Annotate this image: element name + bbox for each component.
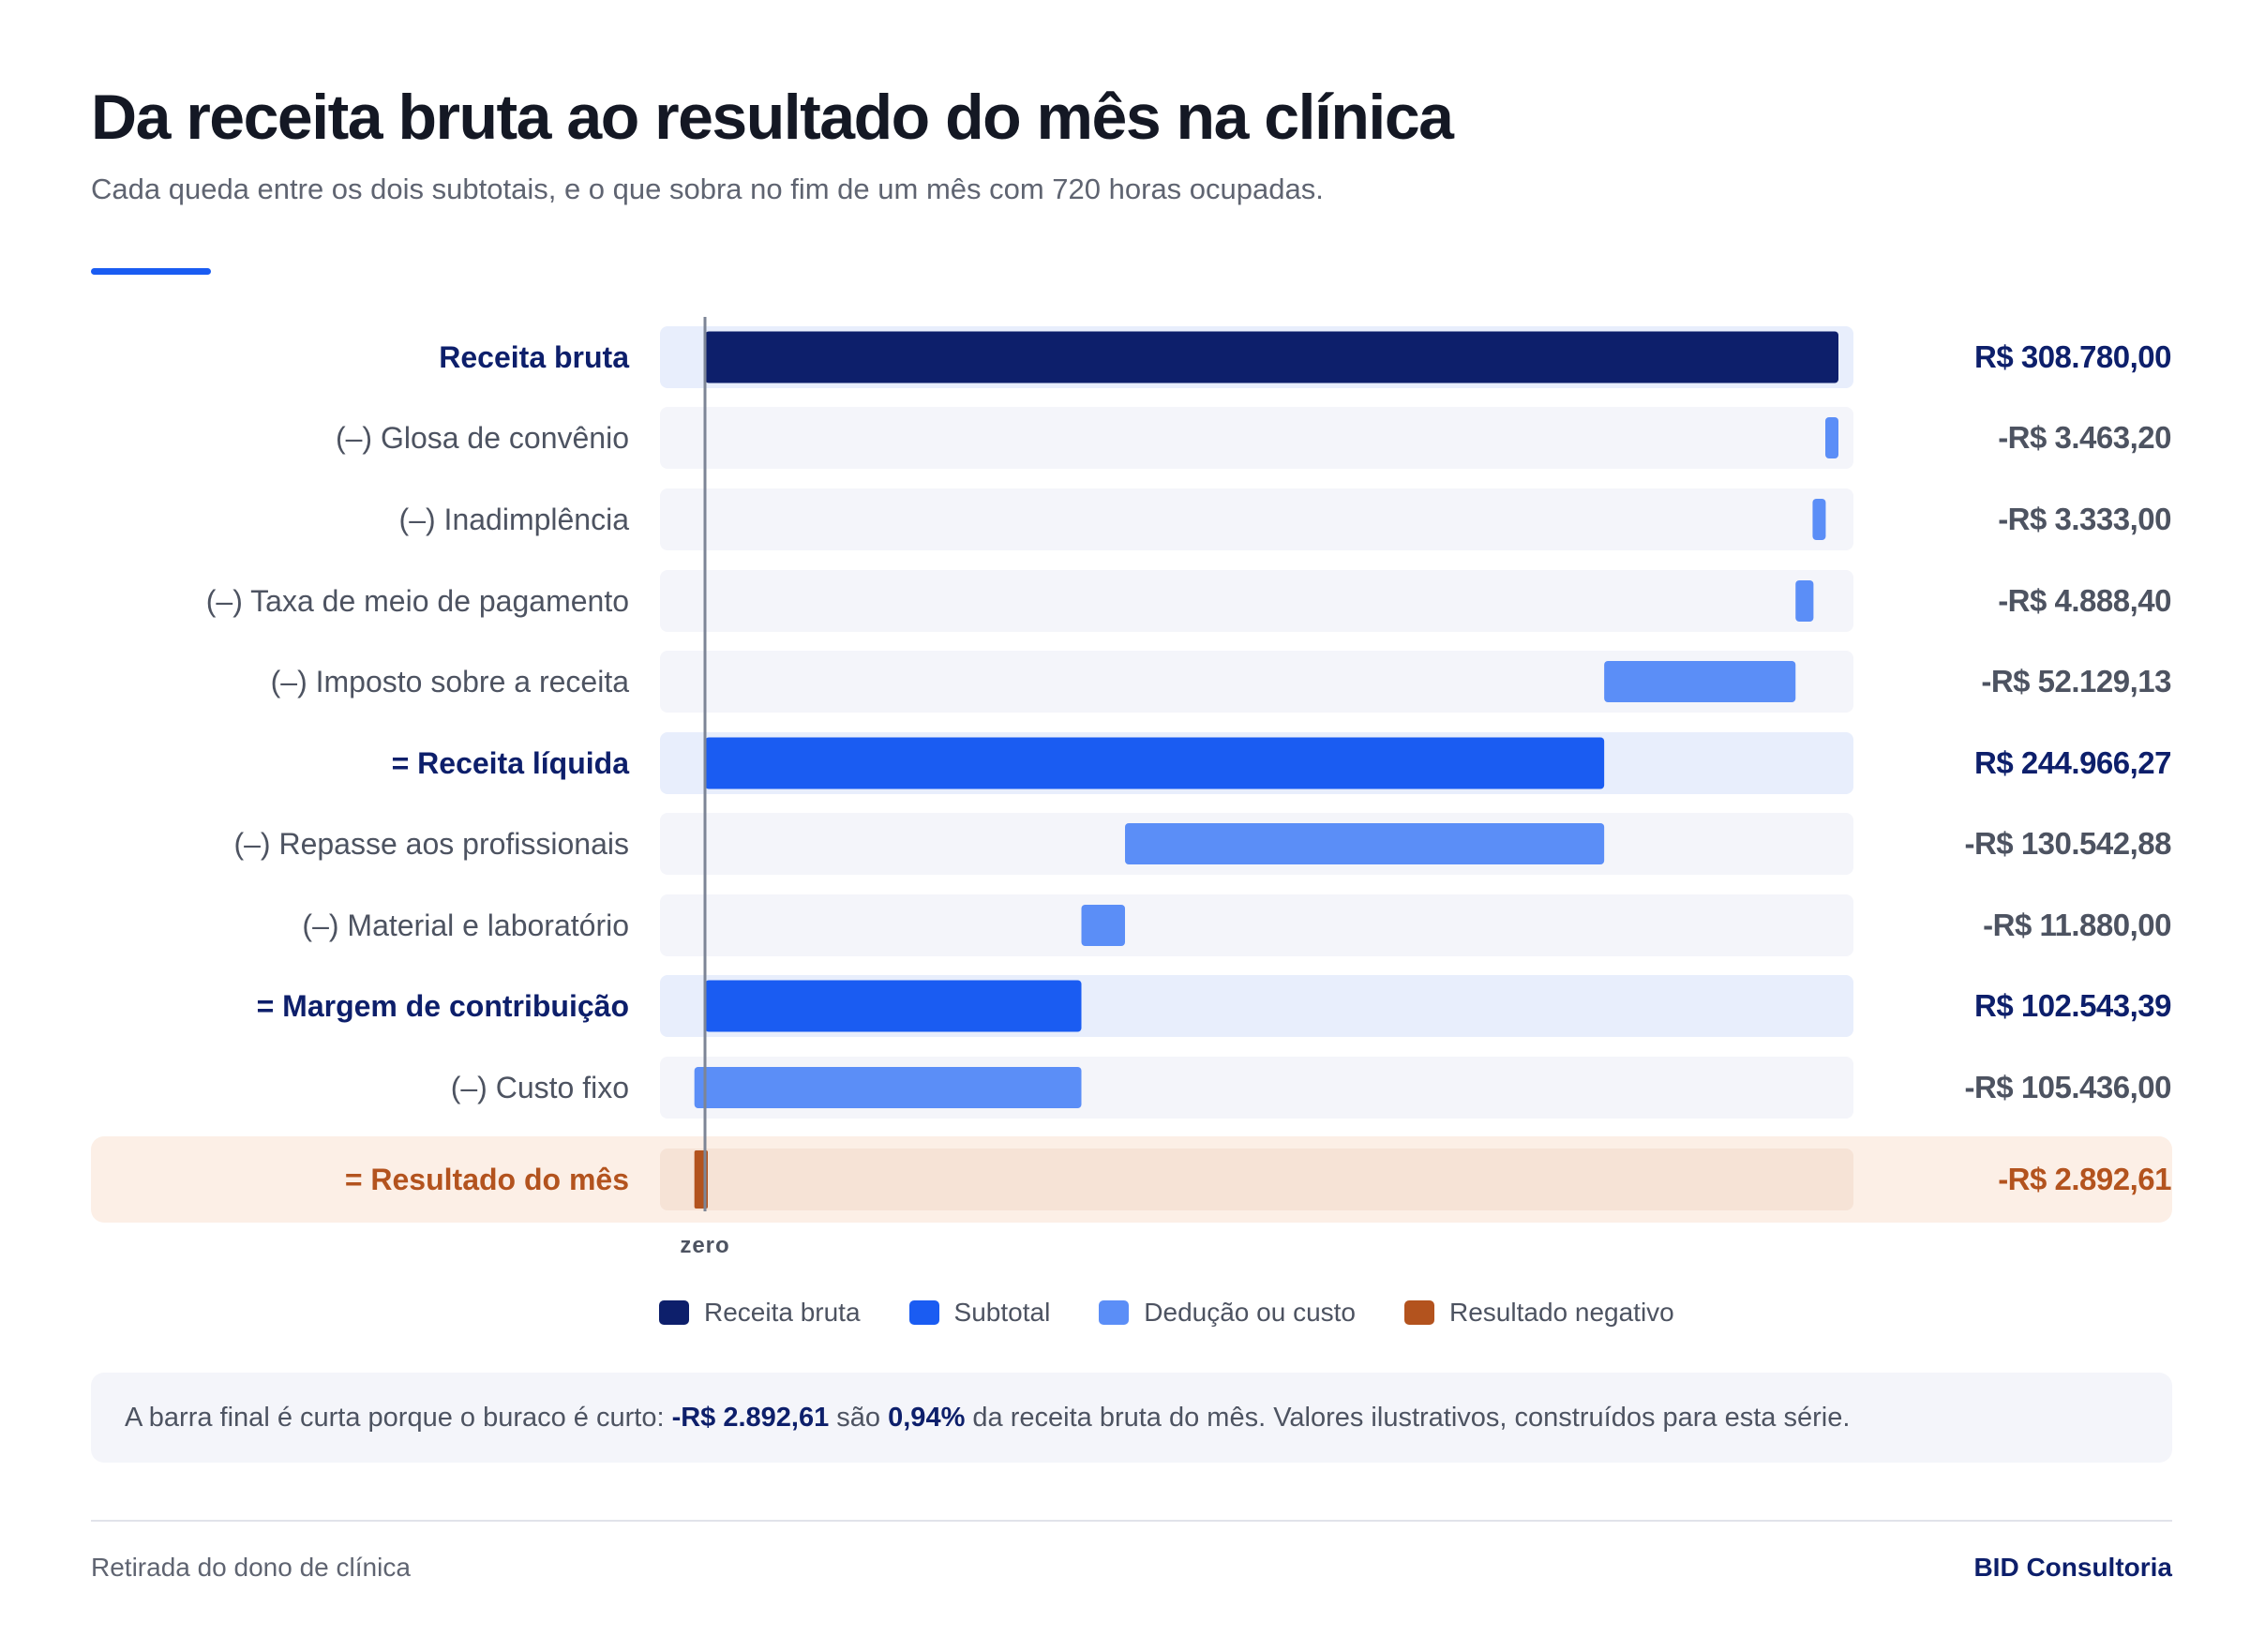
bar-track — [660, 407, 1853, 469]
bar-track — [660, 570, 1853, 632]
footnote-prefix: A barra final é curta porque o buraco é … — [125, 1402, 672, 1433]
legend-swatch-gross — [659, 1300, 689, 1325]
row-label: (–) Material e laboratório — [302, 909, 629, 942]
bar-subtotal — [705, 980, 1082, 1032]
legend-label-gross: Receita bruta — [704, 1298, 861, 1327]
legend-swatch-negative — [1404, 1300, 1435, 1325]
legend-swatch-deduction — [1099, 1300, 1130, 1325]
row-value: -R$ 3.333,00 — [1998, 502, 2171, 536]
waterfall-chart: Receita bruta R$ 308.780,00 (–) Glosa de c… — [91, 317, 2172, 1258]
row-label: = Resultado do mês — [345, 1163, 629, 1196]
row-value: -R$ 3.463,20 — [1998, 420, 2171, 455]
footnote-amount: -R$ 2.892,61 — [671, 1402, 830, 1433]
row-label: (–) Repasse aos profissionais — [233, 827, 629, 861]
row-label: = Margem de contribuição — [257, 989, 629, 1023]
row-value: -R$ 4.888,40 — [1998, 583, 2171, 618]
row-value: -R$ 52.129,13 — [1981, 664, 2171, 698]
bar-deduction — [1795, 580, 1814, 622]
footnote-percent: 0,94% — [888, 1402, 966, 1433]
row-label: (–) Inadimplência — [399, 503, 630, 536]
legend-label-subtotal: Subtotal — [953, 1298, 1051, 1327]
row-label: (–) Imposto sobre a receita — [271, 665, 630, 698]
chart-title: Da receita bruta ao resultado do mês na … — [91, 82, 1454, 153]
row-label: Receita bruta — [439, 340, 629, 374]
legend-swatch-subtotal — [908, 1300, 939, 1325]
row-value: R$ 308.780,00 — [1974, 339, 2171, 374]
bar-deduction — [1825, 417, 1838, 458]
row-value: R$ 102.543,39 — [1974, 988, 2171, 1023]
bar-track — [660, 651, 1853, 713]
legend-item-negative: Resultado negativo — [1404, 1298, 1674, 1328]
bar-deduction — [1081, 905, 1126, 946]
row-value: -R$ 2.892,61 — [1998, 1162, 2171, 1196]
zero-axis-label: zero — [680, 1233, 729, 1258]
row-value: -R$ 130.542,88 — [1964, 826, 2171, 861]
bar-deduction — [1125, 823, 1605, 864]
row-label: (–) Custo fixo — [451, 1071, 629, 1104]
footnote-suffix: da receita bruta do mês. Valores ilustra… — [965, 1402, 1851, 1433]
legend-label-deduction: Dedução ou custo — [1144, 1298, 1357, 1327]
accent-rule — [91, 268, 211, 275]
chart-legend: Receita bruta Subtotal Dedução ou custo … — [659, 1296, 1723, 1329]
row-value: -R$ 11.880,00 — [1983, 908, 2171, 942]
footnote-box: A barra final é curta porque o buraco é … — [91, 1373, 2172, 1463]
footer-divider — [91, 1520, 2172, 1522]
bar-subtotal — [705, 737, 1605, 789]
row-label: (–) Glosa de convênio — [336, 421, 629, 455]
bar-track — [660, 488, 1853, 550]
row-value: R$ 244.966,27 — [1974, 745, 2171, 780]
legend-item-gross: Receita bruta — [659, 1298, 861, 1328]
footer-brand: BID Consultoria — [1973, 1553, 2172, 1582]
chart-subtitle: Cada queda entre os dois subtotais, e o … — [91, 173, 1324, 205]
row-label: = Receita líquida — [392, 746, 630, 780]
bar-track — [660, 894, 1853, 956]
footer-series-name: Retirada do dono de clínica — [91, 1553, 411, 1582]
legend-item-subtotal: Subtotal — [908, 1298, 1051, 1328]
bar-gross — [705, 331, 1838, 383]
bar-deduction — [1604, 661, 1796, 702]
legend-label-negative: Resultado negativo — [1449, 1298, 1674, 1327]
row-label: (–) Taxa de meio de pagamento — [206, 584, 629, 618]
footnote-middle: são — [829, 1402, 889, 1433]
bar-deduction — [694, 1067, 1082, 1108]
legend-item-deduction: Dedução ou custo — [1099, 1298, 1356, 1328]
row-value: -R$ 105.436,00 — [1964, 1070, 2171, 1104]
bar-track — [660, 1149, 1853, 1210]
bar-deduction — [1812, 499, 1826, 540]
